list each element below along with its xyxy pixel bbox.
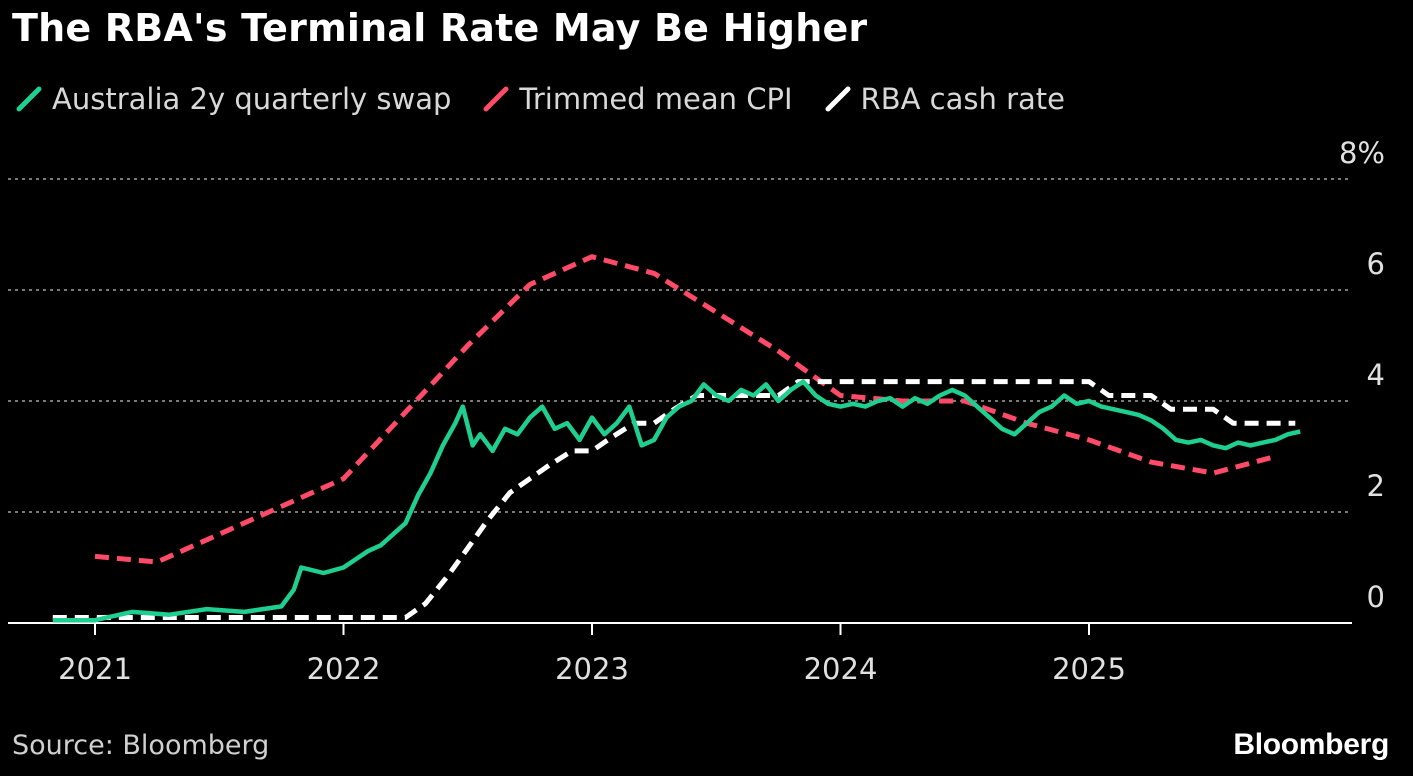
y-tick-label: 8% xyxy=(1339,136,1385,170)
legend-item-swap: Australia 2y quarterly swap xyxy=(14,82,451,116)
legend-swatch-cpi-icon xyxy=(481,84,511,114)
source-note: Source: Bloomberg xyxy=(12,730,270,761)
x-tick-label: 2024 xyxy=(804,652,878,686)
chart-legend: Australia 2y quarterly swap Trimmed mean… xyxy=(14,82,1095,116)
y-tick-label: 0 xyxy=(1367,580,1385,614)
x-tick-label: 2025 xyxy=(1052,652,1126,686)
legend-swatch-cash-icon xyxy=(823,84,853,114)
x-tick-label: 2022 xyxy=(307,652,381,686)
series-line-australia-2y-quarterly-swap xyxy=(52,379,1301,623)
y-tick-label: 4 xyxy=(1367,358,1385,392)
y-tick-label: 6 xyxy=(1367,247,1385,281)
legend-swatch-swap-icon xyxy=(14,84,44,114)
legend-label-swap: Australia 2y quarterly swap xyxy=(52,82,452,116)
legend-item-cash: RBA cash rate xyxy=(823,82,1065,116)
x-tick-label: 2021 xyxy=(58,652,132,686)
bloomberg-logo: Bloomberg xyxy=(1233,728,1389,761)
chart-title: The RBA's Terminal Rate May Be Higher xyxy=(12,6,868,50)
series-line-trimmed-mean-cpi xyxy=(94,254,1277,565)
series-line-rba-cash-rate xyxy=(52,379,1296,620)
legend-item-cpi: Trimmed mean CPI xyxy=(481,82,793,116)
y-tick-label: 2 xyxy=(1367,469,1385,503)
x-tick-label: 2023 xyxy=(555,652,629,686)
legend-label-cpi: Trimmed mean CPI xyxy=(519,82,793,116)
legend-label-cash: RBA cash rate xyxy=(860,82,1065,116)
